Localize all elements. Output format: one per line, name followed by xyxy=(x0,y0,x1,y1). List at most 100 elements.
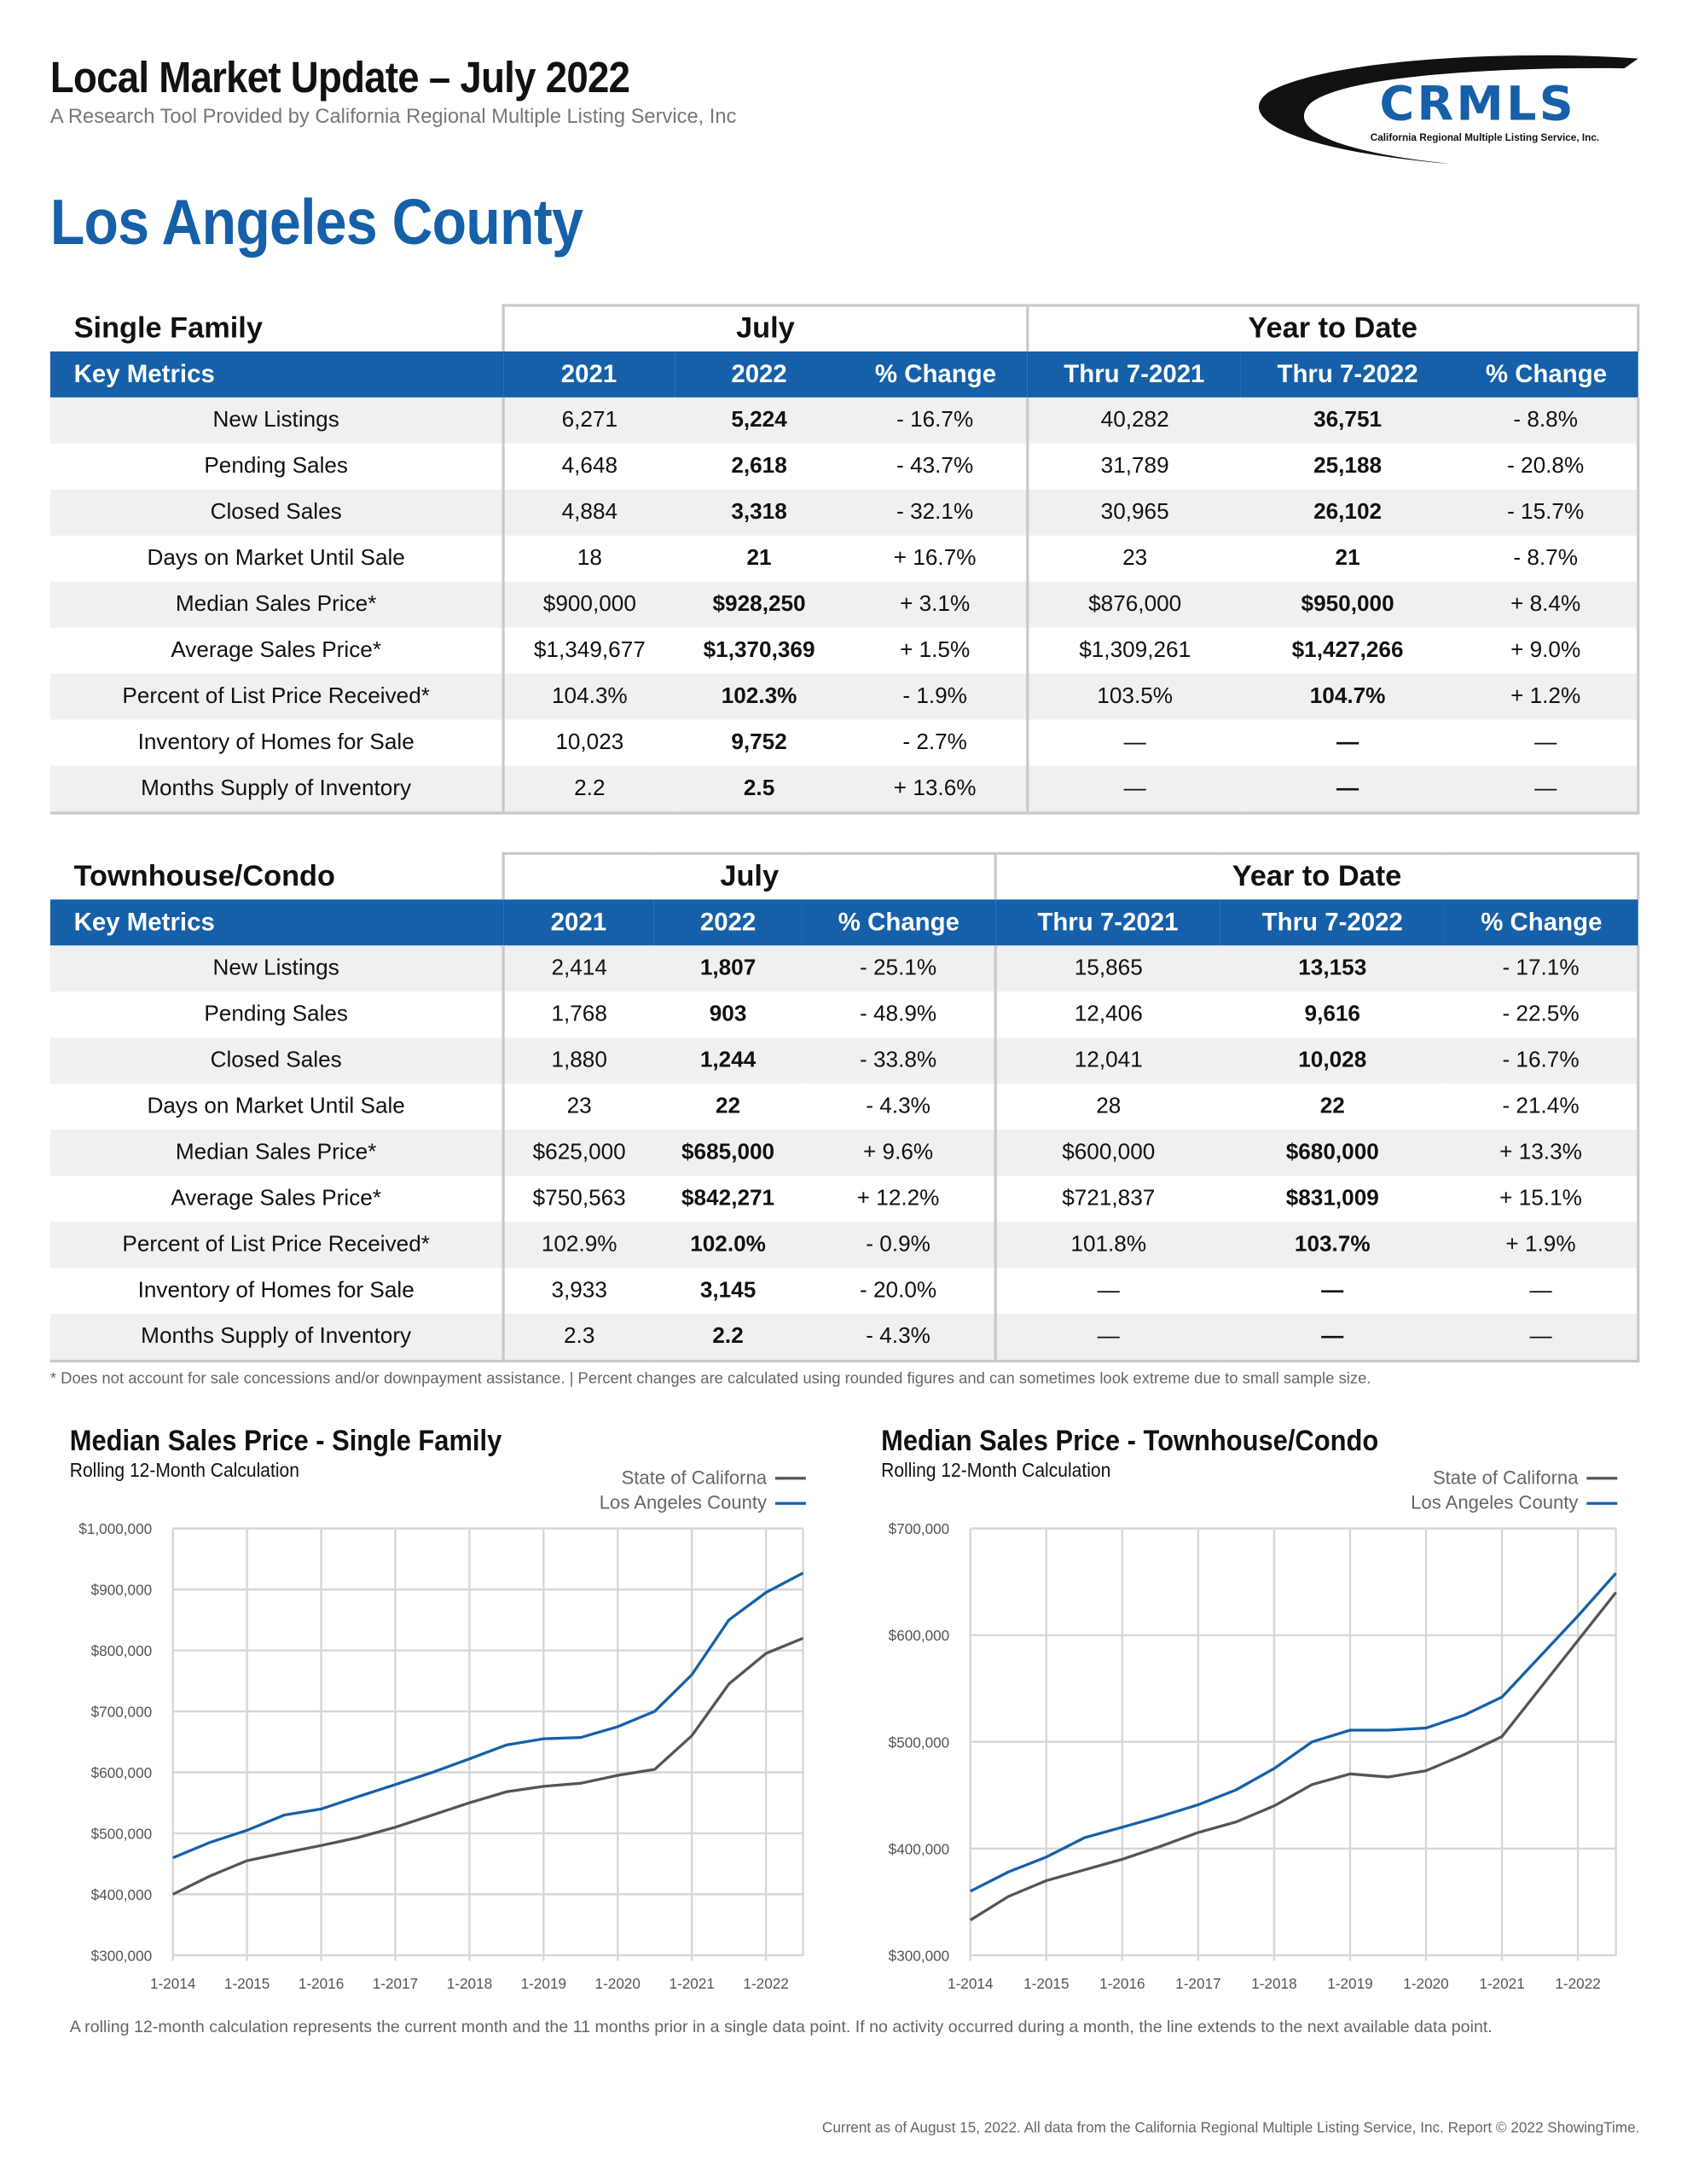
metric-value: 10,028 xyxy=(1220,1037,1445,1084)
metric-value: $831,009 xyxy=(1285,1186,1379,1211)
legend-item-state: State of Californa xyxy=(1433,1467,1618,1488)
column-header: Thru 7-2022 xyxy=(1220,899,1445,946)
column-header: % Change xyxy=(1454,351,1638,398)
table-row: Closed Sales 1,880 1,244- 33.8% 12,041 10,02… xyxy=(49,1037,1640,1084)
x-tick-label: 1-2018 xyxy=(447,1975,492,1992)
y-tick-label: $600,000 xyxy=(91,1764,153,1781)
metric-value: + 8.4% xyxy=(1454,581,1640,628)
metric-name: Median Sales Price* xyxy=(49,581,504,628)
metric-value: $900,000 xyxy=(501,581,675,628)
metric-value: $685,000 xyxy=(653,1130,803,1176)
rolling-note: A rolling 12-month calculation represent… xyxy=(69,2016,1493,2036)
y-tick-label: $900,000 xyxy=(91,1582,153,1599)
metric-value: 31,789 xyxy=(1026,443,1241,490)
legend-swatch xyxy=(774,1502,806,1506)
x-tick-label: 1-2016 xyxy=(1099,1975,1145,1992)
metric-value: — xyxy=(1454,719,1640,766)
y-tick-label: $600,000 xyxy=(889,1627,950,1644)
column-header: 2021 xyxy=(503,351,675,398)
metric-name: Closed Sales xyxy=(49,1037,504,1084)
table-row: Average Sales Price* $750,563 $842,271 + 12… xyxy=(50,1176,1640,1222)
x-tick-label: 1-2014 xyxy=(150,1975,196,1992)
table-row: Months Supply of Inventory 2.3 2.2- 4.3% — —… xyxy=(49,1313,1640,1363)
metric-name: Average Sales Price* xyxy=(171,637,382,662)
chart-subtitle: Rolling 12-Month Calculation xyxy=(69,1458,299,1482)
x-tick-label: 1-2019 xyxy=(521,1975,566,1992)
column-header-row: Key Metrics 2021 2022% Change Thru 7-2021 Th… xyxy=(49,351,1638,398)
metric-value: $1,309,261 xyxy=(1026,627,1241,674)
metric-value: 2.2 xyxy=(653,1313,803,1363)
x-tick-label: 1-2015 xyxy=(224,1975,270,1992)
metric-value: $1,349,677 xyxy=(501,627,675,674)
section-header-row: Single Family July Year to Date xyxy=(50,304,1640,351)
legend-swatch xyxy=(1586,1502,1618,1506)
metric-name: Percent of List Price Received* xyxy=(49,1221,504,1268)
x-tick-label: 1-2021 xyxy=(1479,1975,1524,1992)
metric-value: 18 xyxy=(501,535,675,582)
y-tick-label: $700,000 xyxy=(889,1520,950,1537)
metric-value: - 4.3% xyxy=(802,1313,996,1363)
legend-item-county: Los Angeles County xyxy=(1411,1492,1618,1513)
metric-value: $625,000 xyxy=(501,1130,654,1176)
metric-name: New Listings xyxy=(49,397,504,444)
metric-value: $600,000 xyxy=(994,1130,1220,1176)
y-tick-label: $500,000 xyxy=(889,1734,950,1751)
month-group-header: July xyxy=(501,304,1028,351)
column-header: Thru 7-2021 xyxy=(995,899,1220,946)
metric-value: 102.0% xyxy=(653,1221,803,1268)
section-title: Townhouse/Condo xyxy=(73,859,336,892)
metric-value: 2,618 xyxy=(731,454,787,478)
report-subtitle: A Research Tool Provided by California R… xyxy=(49,106,737,129)
chart-title: Median Sales Price - Single Family xyxy=(69,1425,502,1458)
metric-value: - 20.8% xyxy=(1454,443,1640,490)
metric-value: + 9.6% xyxy=(802,1130,996,1176)
metric-value: + 16.7% xyxy=(893,545,977,570)
metric-value: — xyxy=(1336,729,1359,754)
month-group-header: July xyxy=(501,851,996,900)
metric-value: $1,370,369 xyxy=(703,637,815,662)
metric-value: - 16.7% xyxy=(1444,1037,1640,1084)
column-header: 2022 xyxy=(653,899,803,946)
metric-value: 2,414 xyxy=(501,945,654,992)
metric-value: $876,000 xyxy=(1026,581,1241,628)
metric-value: 903 xyxy=(709,1002,747,1026)
metric-value: 21 xyxy=(1335,545,1360,570)
svg-text:CRMLS: CRMLS xyxy=(1379,77,1576,132)
metric-value: 13,153 xyxy=(1220,945,1445,992)
metric-value: - 32.1% xyxy=(844,489,1028,536)
ytd-group-header: Year to Date xyxy=(994,851,1640,900)
column-header: % Change xyxy=(802,899,996,946)
footnote: * Does not account for sale concessions … xyxy=(49,1370,1371,1388)
legend-label: State of Californa xyxy=(621,1467,768,1489)
metric-value: — xyxy=(1444,1267,1640,1314)
series-line-los-angeles-county xyxy=(970,1572,1617,1893)
column-header: 2021 xyxy=(503,899,654,946)
metric-value: - 16.7% xyxy=(844,397,1028,444)
ytd-group-header: Year to Date xyxy=(1026,304,1640,351)
metric-name: Months Supply of Inventory xyxy=(49,765,504,815)
metric-value: - 4.3% xyxy=(866,1094,930,1118)
metric-value: - 25.1% xyxy=(802,945,996,992)
column-header-row: Key Metrics 2021 2022% Change Thru 7-2021 Th… xyxy=(49,899,1638,946)
metric-value: $750,563 xyxy=(501,1176,654,1222)
metric-value: — xyxy=(1444,1313,1640,1363)
chart-title: Median Sales Price - Townhouse/Condo xyxy=(881,1425,1379,1458)
metric-value: 102.3% xyxy=(674,673,844,720)
x-tick-label: 1-2017 xyxy=(1175,1975,1220,1992)
x-tick-label: 1-2016 xyxy=(299,1975,344,1992)
metric-value: 25,188 xyxy=(1313,454,1383,478)
metric-value: 2.5 xyxy=(674,765,844,815)
table-row: Closed Sales 4,884 3,318- 32.1% 30,965 26,10… xyxy=(49,489,1640,536)
metric-value: 104.7% xyxy=(1240,673,1455,720)
metric-value: 5,224 xyxy=(674,397,844,444)
table-row: Days on Market Until Sale 18 21 + 16.7% 23 21… xyxy=(50,535,1640,582)
y-tick-label: $300,000 xyxy=(91,1947,153,1964)
metric-name: Days on Market Until Sale xyxy=(147,545,405,570)
townhouse-condo-table: Townhouse/Condo July Year to Date Key Metri… xyxy=(49,851,1640,1363)
metric-name: Days on Market Until Sale xyxy=(147,1094,405,1118)
metric-value: $1,427,266 xyxy=(1291,637,1404,662)
metric-value: 10,023 xyxy=(501,719,675,766)
metric-name: Pending Sales xyxy=(204,454,349,478)
metric-value: 103.5% xyxy=(1026,673,1241,720)
metric-value: 21 xyxy=(746,545,772,570)
